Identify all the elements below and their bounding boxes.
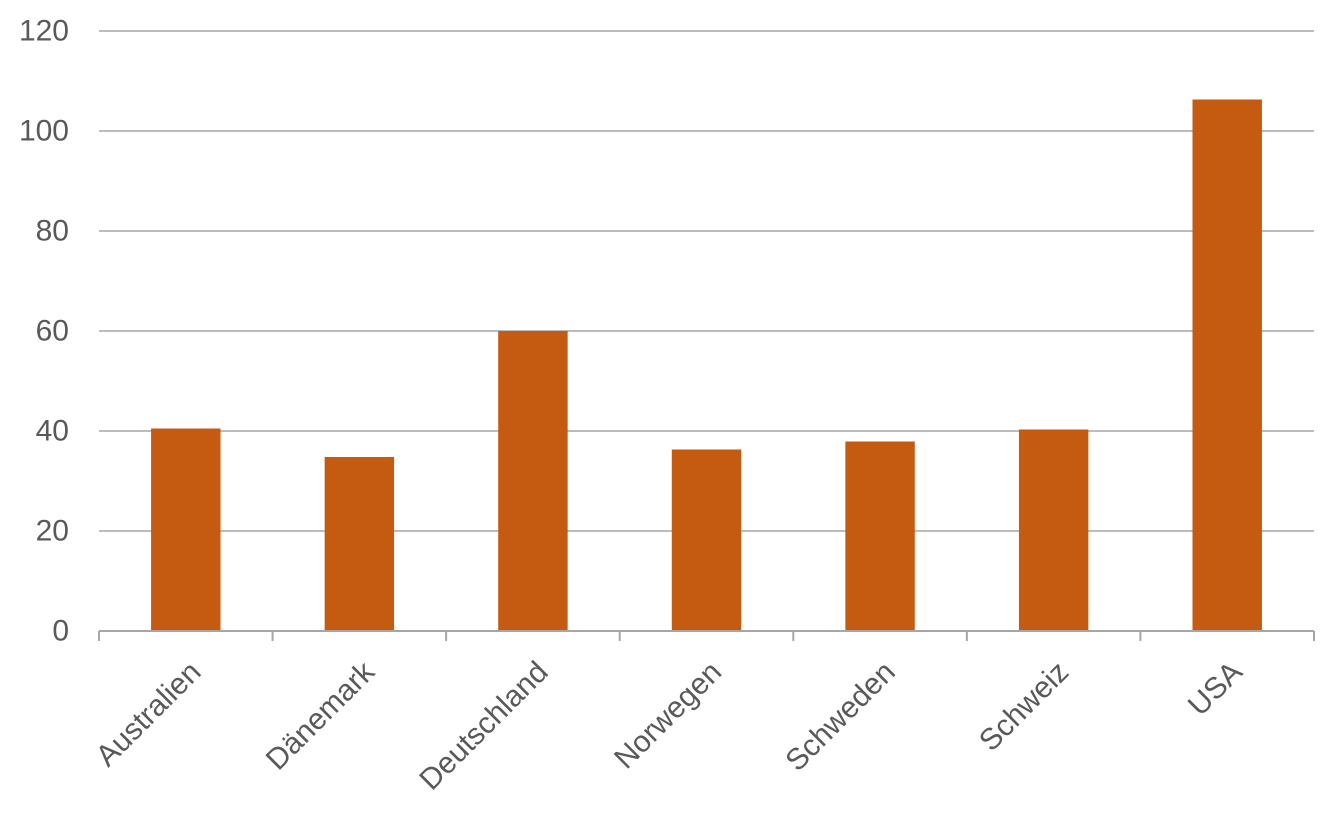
x-tick-label-australien: Australien: [90, 655, 208, 773]
bar: [671, 449, 742, 631]
bars: [151, 99, 1262, 631]
gridlines: [99, 30, 1314, 532]
y-tick-label: 20: [36, 515, 69, 548]
bar: [324, 457, 395, 631]
x-axis: [98, 630, 1315, 641]
bar: [1192, 99, 1262, 631]
x-tick-label-d-nemark: Dänemark: [260, 655, 382, 777]
bar: [845, 441, 915, 631]
y-axis-tick-labels: 0 20 40 60 80 100 120: [19, 15, 69, 648]
y-tick-label: 80: [36, 215, 69, 248]
y-tick-label: 40: [36, 415, 69, 448]
x-axis-tick-labels: Australien Dänemark Deutschland Norwegen Sch…: [90, 655, 1249, 797]
x-tick-label-usa: USA: [1182, 655, 1249, 722]
x-tick-label-deutschland: Deutschland: [413, 655, 554, 796]
x-tick-label-schweden: Schweden: [779, 655, 901, 777]
y-tick-label: 120: [19, 15, 69, 48]
x-tick-label-norwegen: Norwegen: [608, 655, 728, 775]
bar: [498, 331, 568, 631]
y-tick-label: 100: [19, 115, 69, 148]
y-tick-label: 0: [52, 615, 69, 648]
bar: [1018, 429, 1089, 631]
y-tick-label: 60: [36, 315, 69, 348]
bar: [151, 428, 221, 631]
x-tick-label-schweiz: Schweiz: [973, 655, 1075, 757]
